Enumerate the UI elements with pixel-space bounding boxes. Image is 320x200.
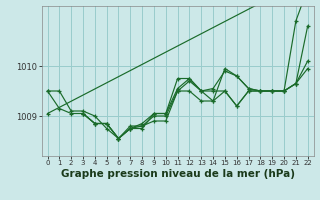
X-axis label: Graphe pression niveau de la mer (hPa): Graphe pression niveau de la mer (hPa) [60, 169, 295, 179]
